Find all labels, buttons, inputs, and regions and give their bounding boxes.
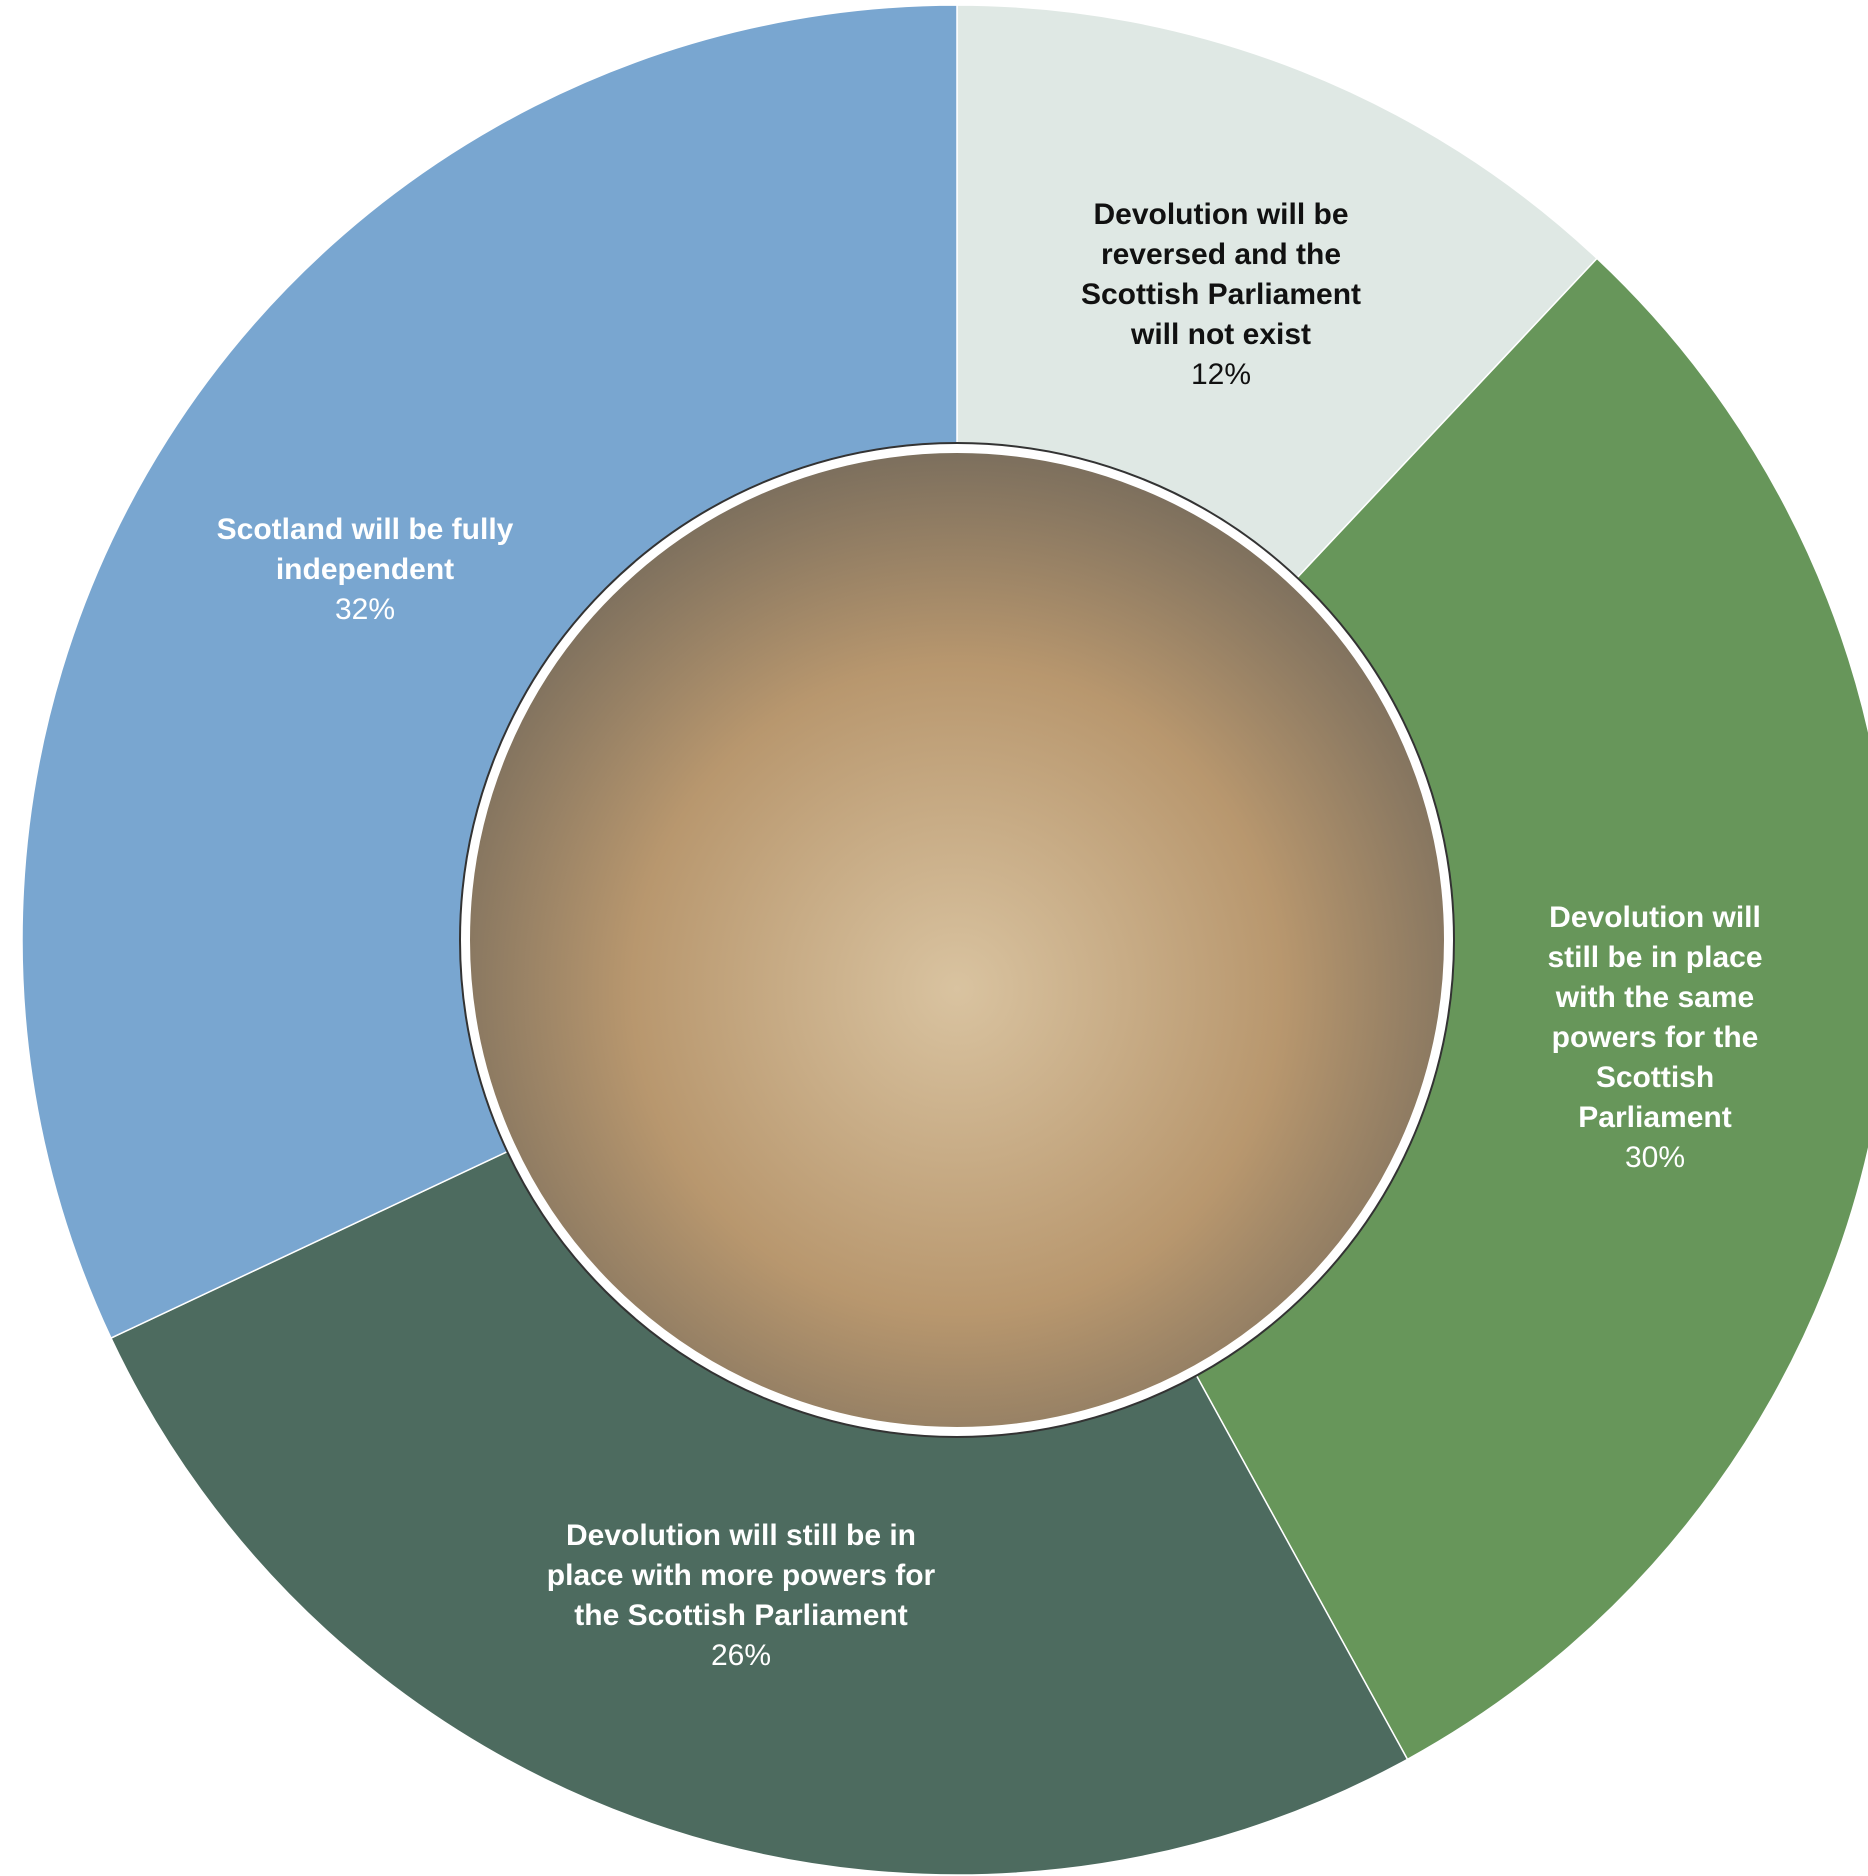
- photo-border: [459, 442, 1455, 1438]
- segment-name: Devolution will be reversed and the Scot…: [1080, 198, 1362, 351]
- segment-label: Scotland will be fully independent 32%: [215, 510, 515, 630]
- segment-label: Devolution will still be in place with m…: [546, 1516, 936, 1676]
- segment-value: 26%: [710, 1639, 772, 1672]
- segment-value: 30%: [1624, 1141, 1686, 1174]
- center-photo: [460, 443, 1454, 1437]
- segment-label: Devolution will still be in place with t…: [1520, 898, 1790, 1178]
- segment-name: Scotland will be fully independent: [216, 513, 514, 586]
- segment-label: Devolution will be reversed and the Scot…: [1056, 195, 1386, 395]
- segment-name: Devolution will still be in place with t…: [1547, 901, 1763, 1134]
- segment-value: 32%: [334, 593, 396, 626]
- segment-value: 12%: [1190, 358, 1252, 391]
- segment-name: Devolution will still be in place with m…: [546, 1519, 936, 1632]
